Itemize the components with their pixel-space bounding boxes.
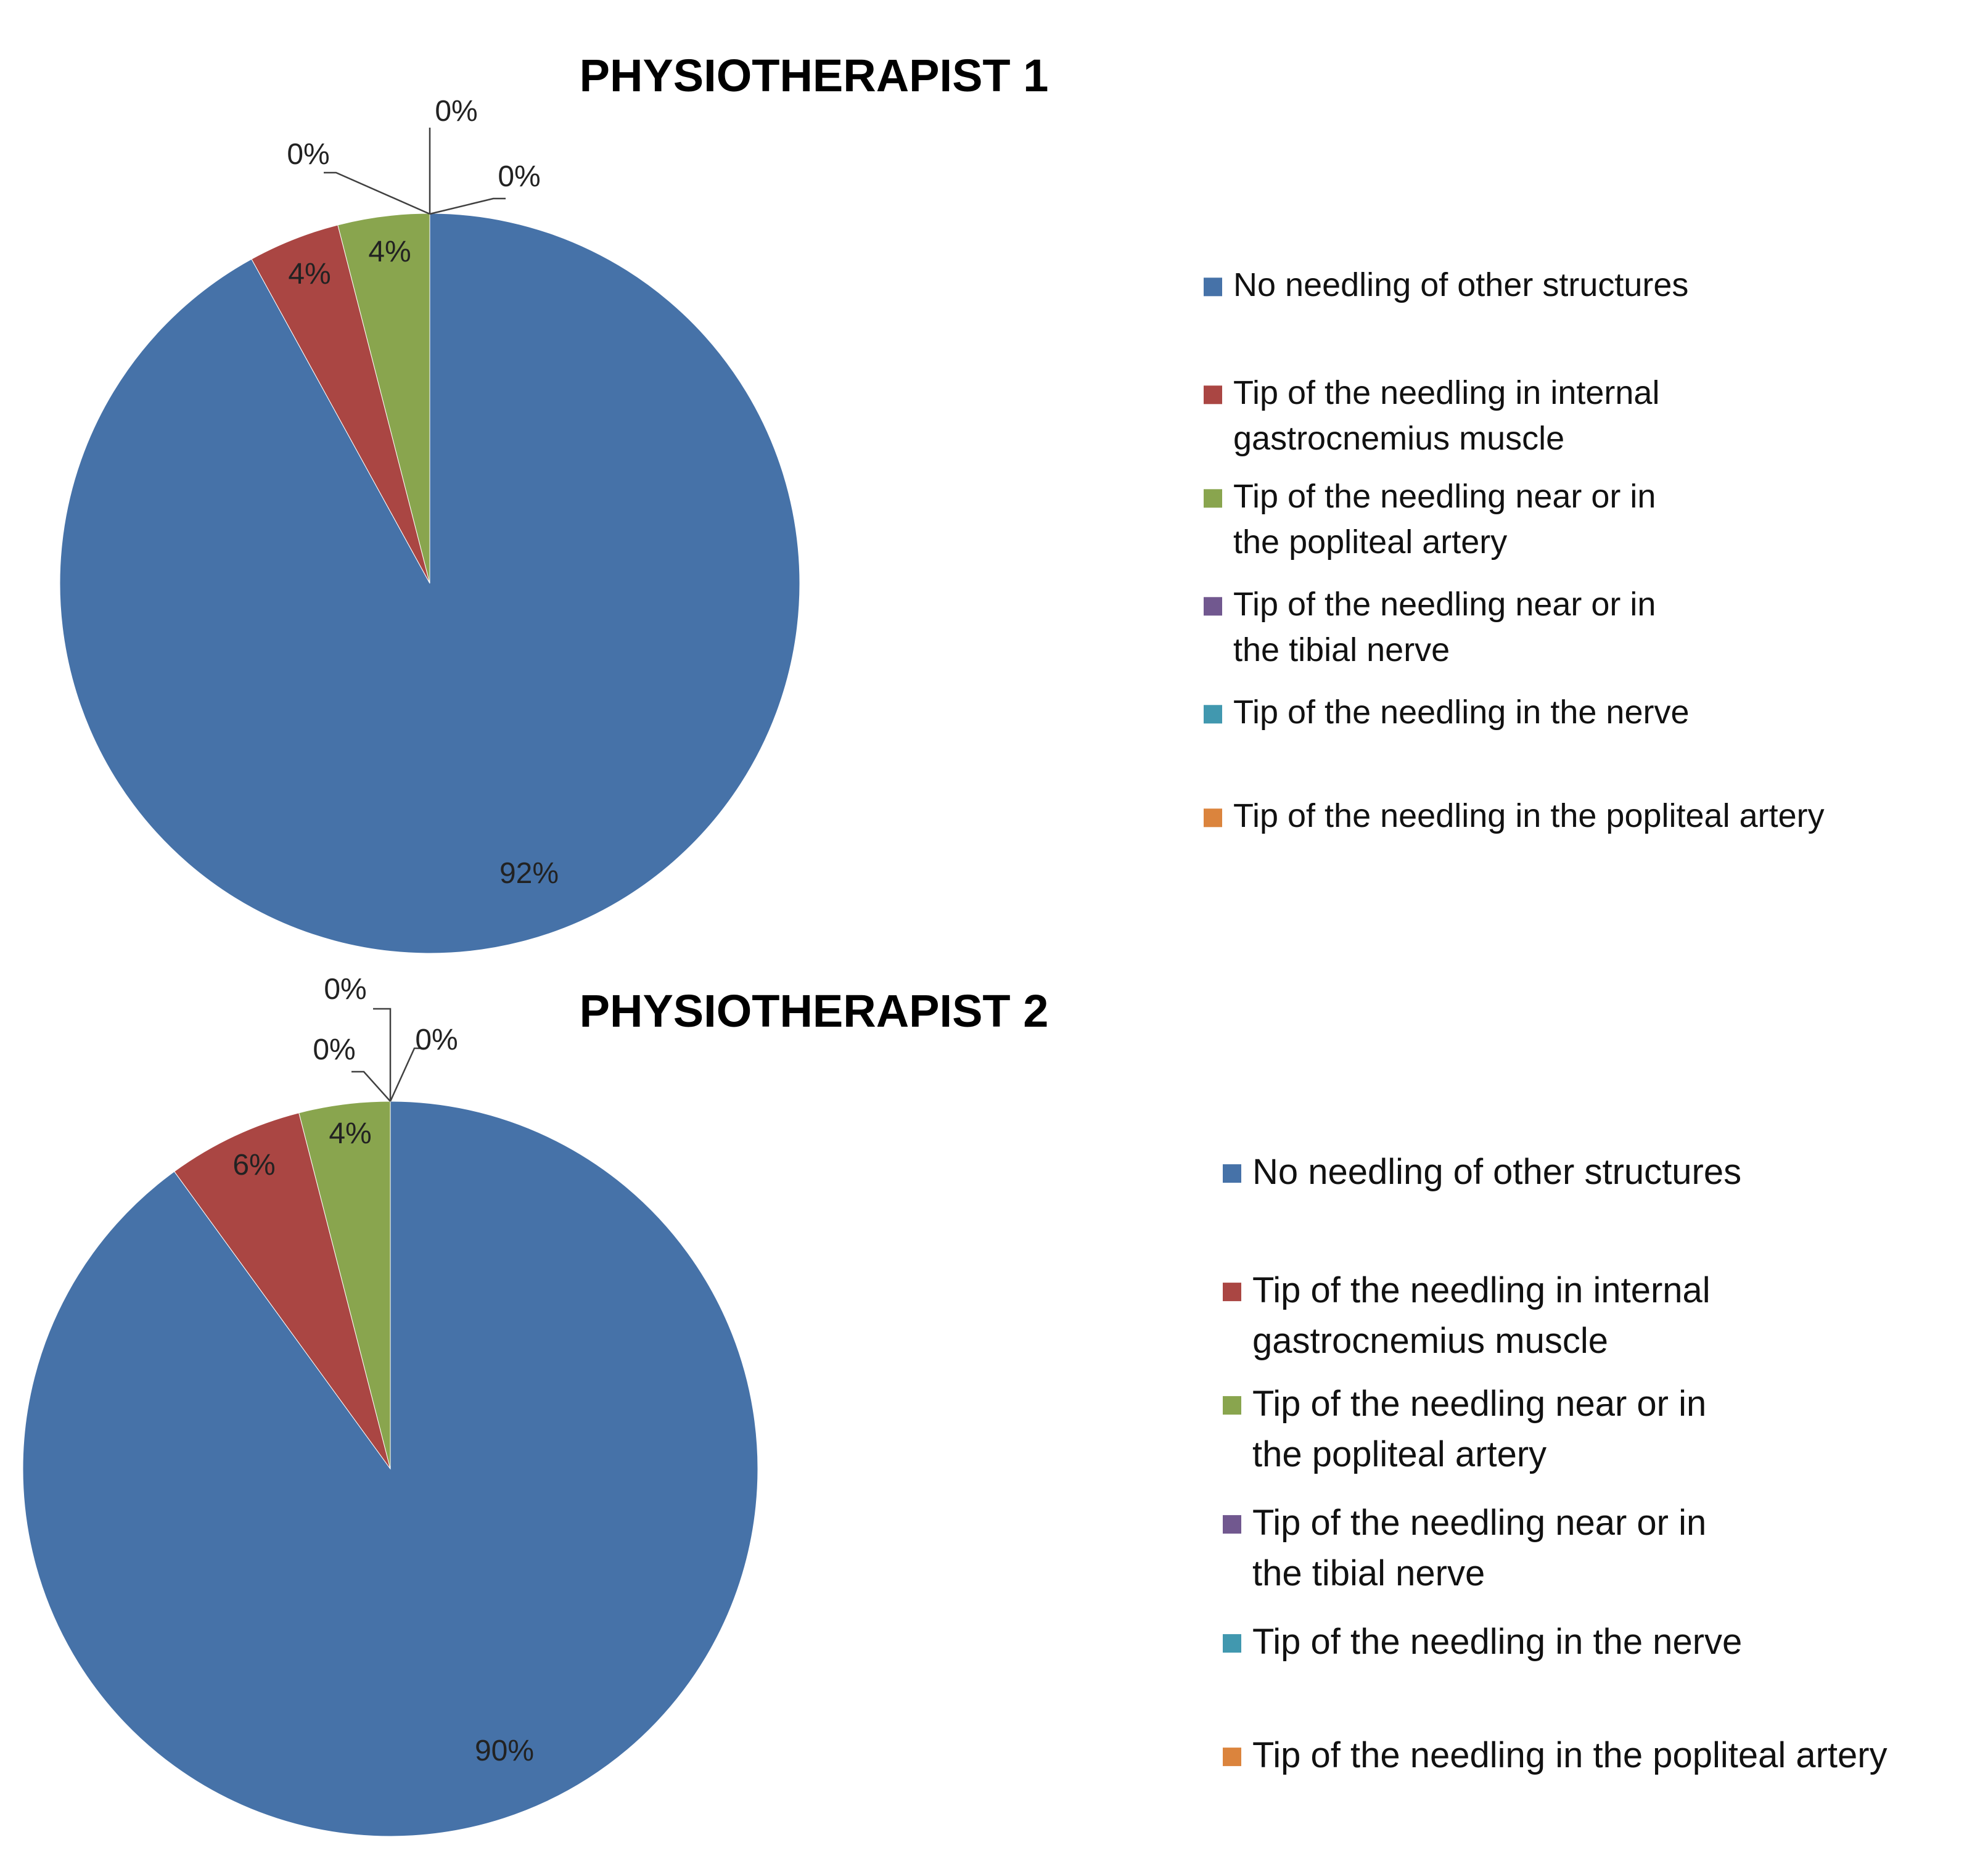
data-label: 0% [435,95,477,128]
data-label: 4% [329,1117,371,1150]
legend-item: Tip of the needling in the popliteal art… [1223,1735,1887,1775]
legend-swatch [1223,1396,1241,1415]
pie-chart-1: PHYSIOTHERAPIST 1 92% 4% 4% 0% 0% 0% No needlin… [59,50,1825,954]
data-label: 90% [475,1735,534,1767]
legend-label: No needling of other structures [1233,266,1688,303]
legend-swatch [1204,808,1222,828]
legend-label: Tip of the needling near or in [1252,1503,1706,1543]
legend-item: Tip of the needling in the nerve [1223,1622,1742,1662]
legend-label: Tip of the needling near or in [1233,586,1656,623]
leader-line [429,197,506,215]
legend: No needling of other structures Tip of th… [1204,266,1825,834]
leader-line [389,1047,427,1102]
legend-label: the tibial nerve [1252,1553,1485,1593]
data-label: 0% [498,160,540,193]
leader-line [324,171,430,215]
legend-item: Tip of the needling in the nerve [1204,694,1690,731]
legend-swatch [1223,1748,1241,1767]
legend-swatch [1223,1164,1241,1183]
data-label: 0% [313,1033,355,1066]
legend-item: Tip of the needling in the popliteal art… [1204,797,1825,834]
data-label: 4% [288,258,331,290]
legend-label: gastrocnemius muscle [1233,420,1564,457]
leader-line [351,1070,391,1102]
legend-item: Tip of the needling near or in the tibial… [1204,586,1656,668]
legend-label: Tip of the needling in the nerve [1233,694,1690,731]
legend-swatch [1223,1515,1241,1534]
legend-label: the tibial nerve [1233,631,1450,668]
legend-label: Tip of the needling in the popliteal art… [1233,797,1825,834]
legend-label: Tip of the needling in internal [1233,374,1659,411]
chart-title: PHYSIOTHERAPIST 1 [580,50,1049,101]
pie-chart-2: PHYSIOTHERAPIST 2 90% 6% 4% 0% 0% 0% No needlin… [22,973,1887,1837]
legend-swatch [1204,385,1222,405]
legend-label: Tip of the needling near or in [1233,478,1656,515]
pie-slice [173,1112,391,1469]
chart-title: PHYSIOTHERAPIST 2 [580,985,1049,1037]
legend-label: the popliteal artery [1252,1434,1546,1474]
legend-swatch [1204,489,1222,508]
legend-item: Tip of the needling in internal gastrocne… [1223,1270,1711,1361]
legend-label: gastrocnemius muscle [1252,1321,1608,1361]
legend-swatch [1223,1283,1241,1302]
legend-label: Tip of the needling in the popliteal art… [1252,1735,1887,1775]
legend-label: Tip of the needling in the nerve [1252,1622,1742,1662]
legend-item: Tip of the needling in internal gastrocne… [1204,374,1659,457]
legend-label: the popliteal artery [1233,524,1507,561]
legend-swatch [1223,1634,1241,1653]
legend-item: Tip of the needling near or in the tibial… [1223,1503,1706,1593]
data-label: 0% [287,138,329,171]
legend-swatch [1204,597,1222,616]
legend-swatch [1204,705,1222,724]
legend-item: No needling of other structures [1223,1152,1741,1192]
legend-item: Tip of the needling near or in the poplit… [1223,1384,1706,1474]
data-label: 0% [324,973,366,1006]
data-label: 0% [415,1024,458,1056]
legend-label: Tip of the needling near or in [1252,1384,1706,1424]
legend-label: Tip of the needling in internal [1252,1270,1711,1310]
legend-swatch [1204,277,1222,297]
legend-label: No needling of other structures [1252,1152,1741,1192]
data-label: 4% [368,236,411,268]
leader-line [373,1008,392,1101]
legend-item: Tip of the needling near or in the poplit… [1204,478,1656,561]
legend-item: No needling of other structures [1204,266,1688,303]
data-label: 6% [232,1149,275,1181]
legend: No needling of other structures Tip of th… [1223,1152,1887,1775]
data-label: 92% [499,857,559,890]
